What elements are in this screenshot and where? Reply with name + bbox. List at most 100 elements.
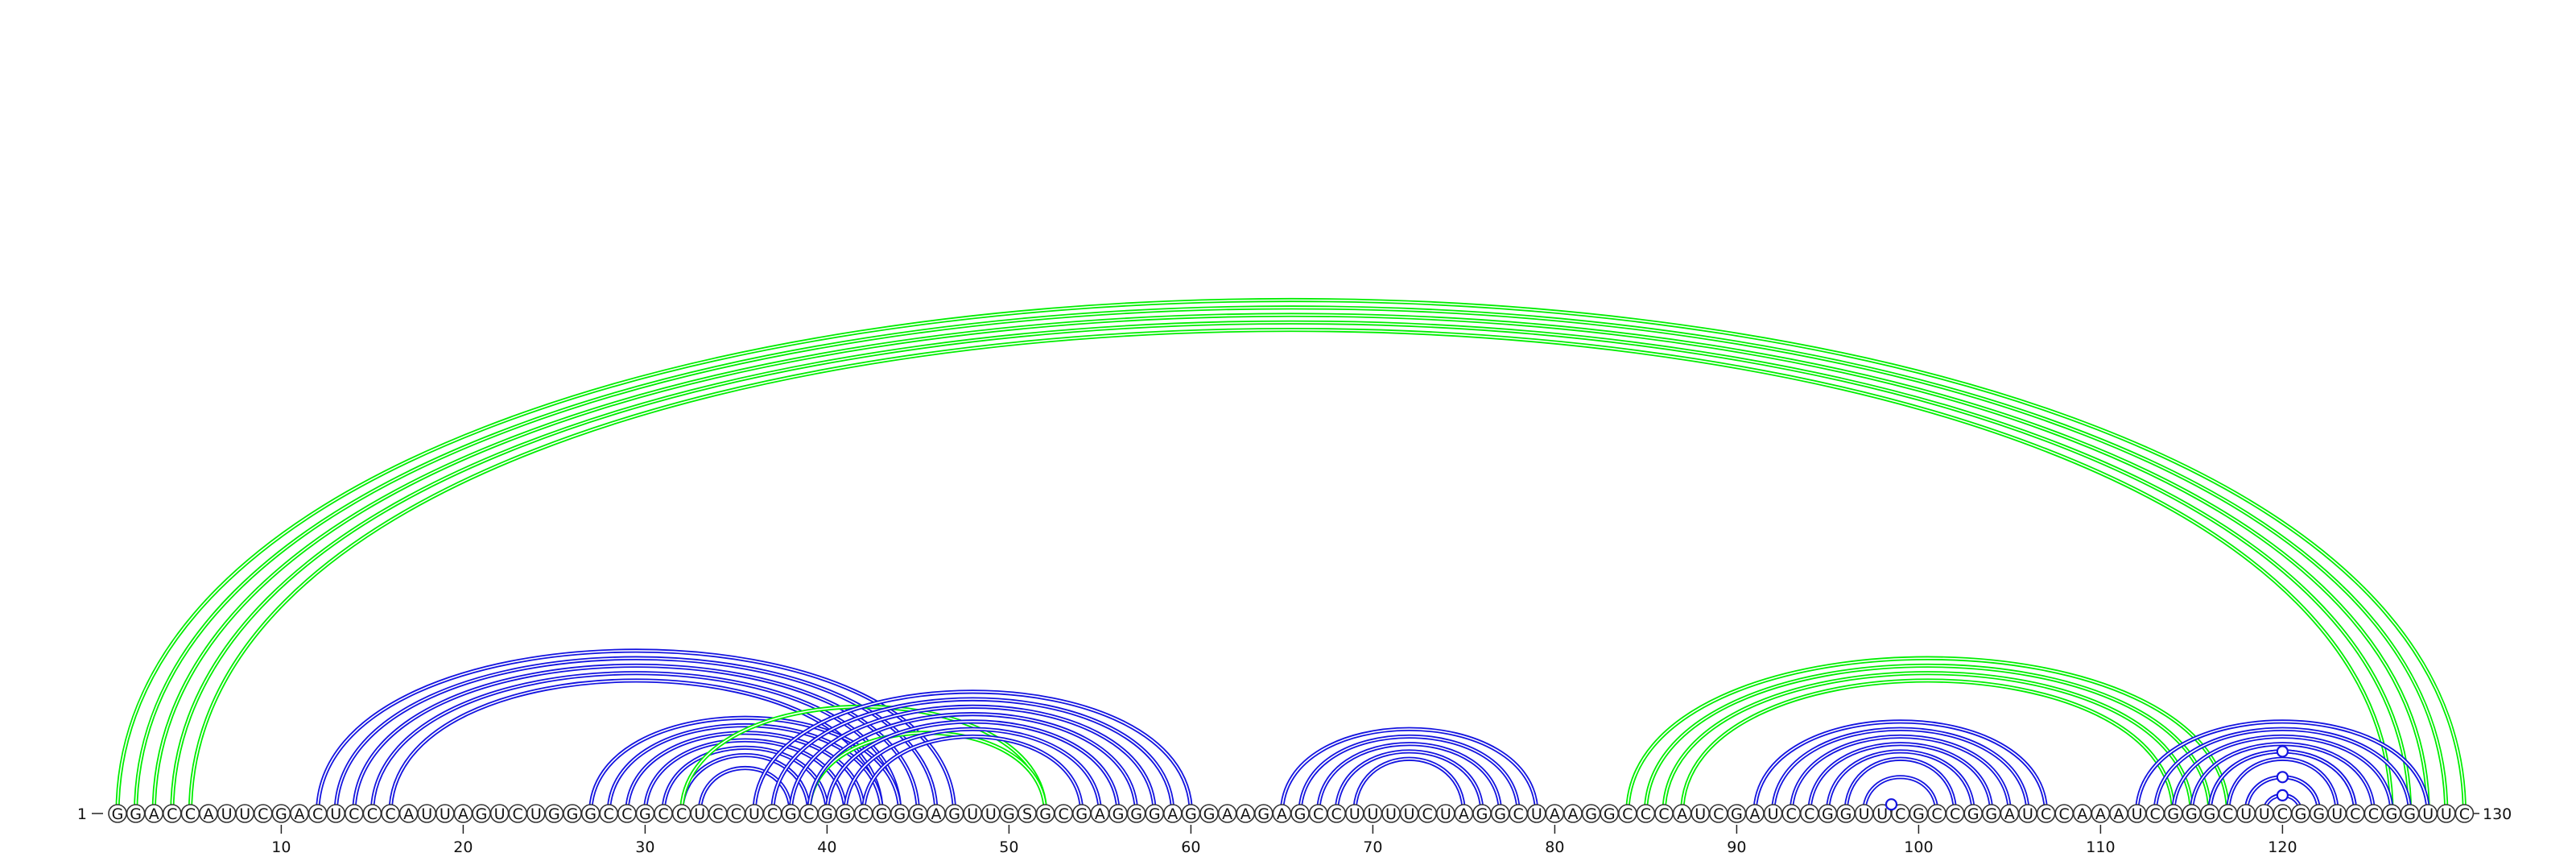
base-pair-arc-42-54 (861, 735, 1084, 814)
base-pair-arc-94-104 (1807, 742, 1994, 814)
nucleotide-letter: C (1513, 805, 1524, 823)
nucleotide-letter: G (1185, 805, 1197, 823)
base-pair-arc-65-79 (1279, 727, 1539, 814)
base-pair-arc-85-116 (1643, 663, 2212, 814)
nucleotide-28: C (599, 804, 619, 823)
nucleotide-100: G (1909, 804, 1929, 823)
base-pair-arc-33-38 (697, 766, 793, 814)
nucleotide-letter: U (1876, 805, 1888, 823)
nucleotide-letter: A (1241, 805, 1251, 823)
nucleotide-85: C (1636, 804, 1656, 823)
base-pair-arc-39-57 (807, 712, 1139, 814)
nucleotide-121: G (2291, 804, 2310, 823)
nucleotide-18: U (417, 804, 437, 823)
nucleotide-letter: G (112, 805, 124, 823)
nucleotide-letter: G (130, 805, 142, 823)
nucleotide-letter: G (2404, 805, 2416, 823)
nucleotide-15: C (362, 804, 382, 823)
nucleotide-letter: G (1731, 805, 1743, 823)
nucleotide-31: C (654, 804, 673, 823)
nucleotide-22: U (489, 804, 510, 823)
nucleotide-letter: C (1622, 805, 1633, 823)
nucleotide-letter: G (785, 805, 797, 823)
nucleotide-1: G (108, 804, 127, 823)
base-pair-arc-4-127 (170, 320, 2413, 814)
nucleotide-2: G (126, 804, 146, 823)
nucleotide-letter: G (948, 805, 960, 823)
nucleotide-letter: C (1713, 805, 1724, 823)
nucleotide-letter: C (676, 805, 687, 823)
nucleotide-letter: G (1476, 805, 1488, 823)
nucleotide-10: G (271, 804, 291, 823)
nucleotide-letter: U (694, 805, 705, 823)
nucleotide-21: G (472, 804, 491, 823)
nucleotide-letter: U (239, 805, 250, 823)
tick-40: 40 (817, 825, 836, 856)
nucleotide-125: C (2363, 804, 2384, 823)
tick-label: 40 (817, 838, 836, 856)
nucleotide-116: G (2200, 804, 2219, 823)
nucleotide-23: C (508, 804, 528, 823)
nucleotide-letter: U (985, 805, 997, 823)
nucleotide-82: G (1581, 804, 1601, 823)
nucleotide-letter: A (1095, 805, 1105, 823)
nucleotide-42: C (853, 804, 873, 823)
nucleotide-letter: A (1167, 805, 1178, 823)
nucleotide-letter: C (2368, 805, 2379, 823)
tick-label: 100 (1904, 838, 1933, 856)
nucleotide-111: A (2109, 804, 2128, 823)
nucleotide-letter: A (1568, 805, 1579, 823)
nucleotide-117: C (2218, 804, 2238, 823)
nucleotide-7: U (217, 804, 237, 823)
nucleotide-letter: G (1985, 805, 1997, 823)
nucleotide-88: U (1690, 804, 1710, 823)
nucleotide-109: A (2073, 804, 2092, 823)
nucleotide-letter: G (1257, 805, 1269, 823)
nucleotide-letter: C (731, 805, 741, 823)
nucleotide-70: U (1363, 804, 1383, 823)
nucleotide-129: U (2437, 804, 2456, 823)
nucleotide-83: G (1600, 804, 1619, 823)
nucleotide-11: A (290, 804, 309, 823)
nucleotide-32: C (671, 804, 691, 823)
nucleotide-letter: U (421, 805, 432, 823)
base-pair-arc-84-117 (1625, 656, 2231, 814)
nucleotide-130: C (2454, 804, 2475, 823)
nucleotide-letter: C (767, 805, 778, 823)
nucleotide-41: G (836, 804, 855, 823)
nucleotide-letter: U (494, 805, 506, 823)
nucleotide-letter: A (403, 805, 414, 823)
nucleotide-86: C (1654, 804, 1674, 823)
gu-pair-marker-98-99 (1885, 798, 1898, 811)
nucleotide-99: C (1891, 804, 1910, 823)
nucleotide-letter: C (2150, 805, 2161, 823)
nucleotide-110: A (2091, 804, 2111, 823)
nucleotide-53: C (1054, 804, 1073, 823)
nucleotide-letter: G (1494, 805, 1506, 823)
nucleotide-letter: G (1130, 805, 1142, 823)
nucleotide-letter: C (367, 805, 378, 823)
base-pair-arc-92-106 (1771, 727, 2030, 814)
nucleotide-letter: G (2186, 805, 2198, 823)
nucleotide-letter: U (1531, 805, 1542, 823)
base-pair-arc-31-40 (661, 745, 829, 814)
nucleotide-67: C (1308, 804, 1328, 823)
nucleotide-68: C (1327, 804, 1346, 823)
nucleotide-24: U (526, 804, 546, 823)
nucleotide-52: G (1035, 804, 1055, 823)
nucleotide-letter: C (1931, 805, 1942, 823)
nucleotide-29: C (617, 804, 637, 823)
nucleotide-72: U (1399, 804, 1419, 823)
nucleotide-20: A (453, 804, 473, 823)
tick-110: 110 (2086, 825, 2116, 856)
nucleotide-118: U (2236, 804, 2256, 823)
nucleotide-57: G (1126, 804, 1146, 823)
nucleotide-54: G (1072, 804, 1092, 823)
nucleotide-letter: U (530, 805, 542, 823)
tick-50: 50 (999, 825, 1018, 856)
nucleotide-44: G (890, 804, 910, 823)
nucleotide-112: U (2127, 804, 2147, 823)
tick-label: 110 (2086, 838, 2115, 856)
nucleotide-letter: A (458, 805, 469, 823)
nucleotide-50: G (999, 804, 1019, 823)
